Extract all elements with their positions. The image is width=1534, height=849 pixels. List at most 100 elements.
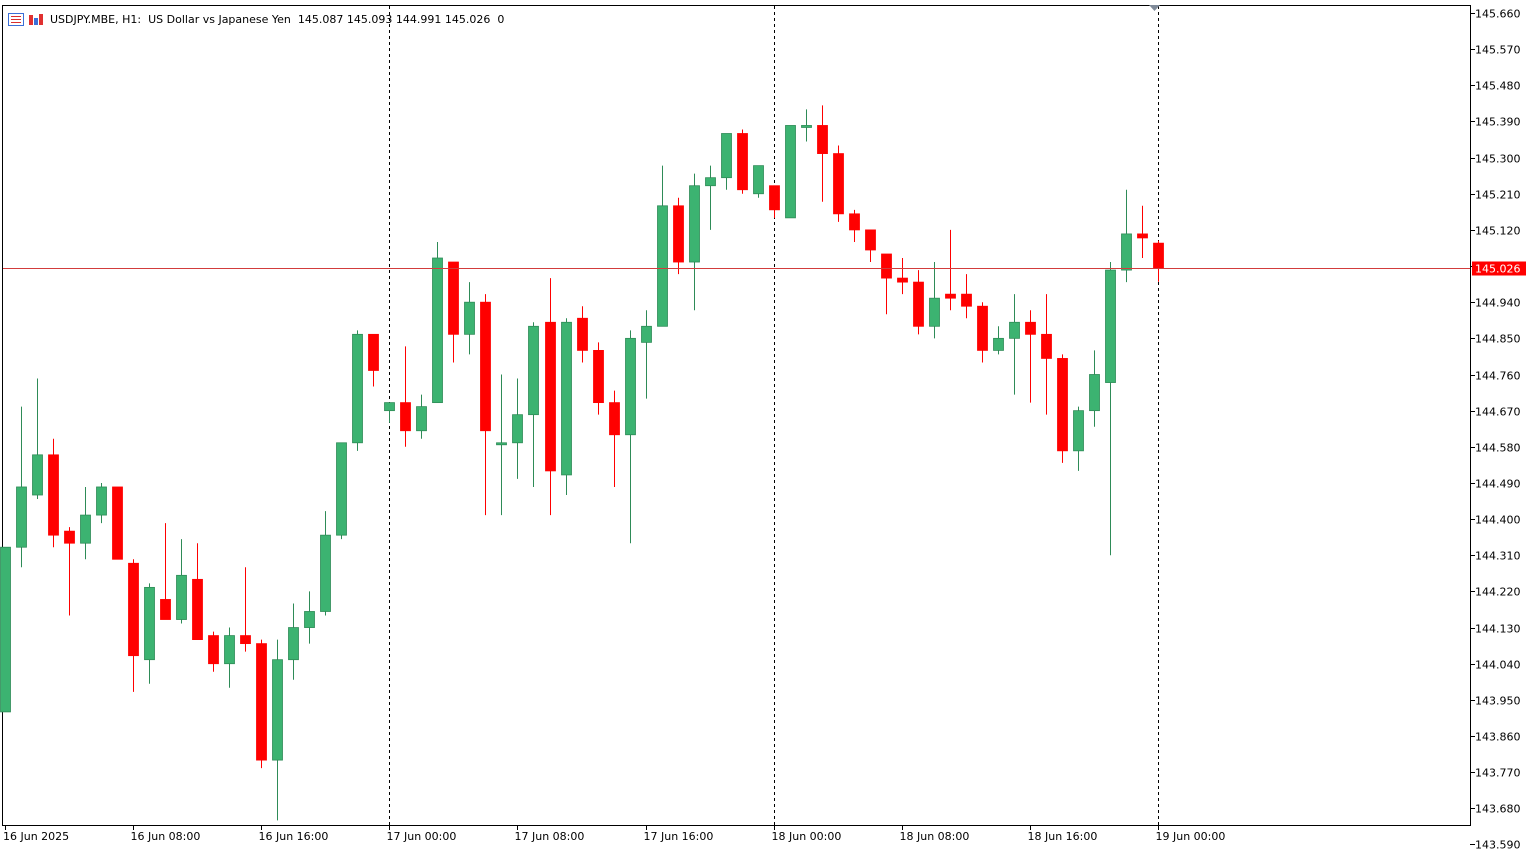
candle [769, 185, 780, 218]
candle-body [192, 578, 203, 640]
price-axis[interactable]: 145.660 145.570 145.480 145.390 145.300 145.2… [1470, 8, 1521, 849]
candle [208, 631, 219, 672]
candle [1121, 189, 1132, 283]
time-tick-label: 17 Jun 00:00 [387, 830, 457, 843]
candle [801, 109, 812, 142]
price-tick-label: 144.760 [1475, 370, 1521, 383]
candle-body [737, 133, 748, 191]
candle [160, 523, 171, 620]
price-tick-label: 145.210 [1475, 189, 1521, 202]
candle-body [64, 530, 75, 544]
candle-body [577, 317, 588, 351]
candle [272, 639, 283, 821]
symbol-description: US Dollar vs Japanese Yen [148, 12, 291, 26]
volume-value: 0 [497, 12, 505, 26]
candle-body [1073, 410, 1084, 452]
candle-body [32, 454, 43, 496]
candle-body [865, 229, 876, 251]
candle-body [1041, 333, 1052, 359]
candle-body [0, 546, 11, 713]
candle [881, 253, 892, 315]
price-tick-label: 144.400 [1475, 514, 1521, 527]
price-tick-label: 145.120 [1475, 225, 1521, 238]
candle [849, 209, 860, 242]
candle [368, 333, 379, 387]
candle [913, 270, 924, 335]
price-tick-label: 145.480 [1475, 80, 1521, 93]
price-tick-label: 145.660 [1475, 8, 1521, 21]
candle-body [673, 205, 684, 263]
candle-body [561, 321, 572, 476]
candle-body [1137, 233, 1148, 239]
candle [48, 438, 59, 548]
candle [657, 165, 668, 327]
candle-body [609, 402, 620, 436]
candle [737, 129, 748, 194]
time-tick-label: 16 Jun 2025 [3, 830, 69, 843]
candle [336, 442, 347, 540]
candle-body [801, 125, 812, 128]
candle [240, 567, 251, 652]
candle-body [480, 301, 491, 432]
chart-header: USDJPY.MBE, H1: US Dollar vs Japanese Ye… [8, 11, 504, 27]
price-tick-label: 144.580 [1475, 442, 1521, 455]
price-tick-label: 143.770 [1475, 767, 1521, 780]
candle [480, 294, 491, 516]
candle-body [705, 177, 716, 187]
candle-body [240, 635, 251, 645]
candle [993, 326, 1004, 355]
candle-body [384, 402, 395, 412]
candle-body [144, 586, 155, 661]
candle [1105, 262, 1116, 556]
candle [112, 486, 123, 560]
candles [0, 105, 1164, 821]
timeframe-label: H1: [122, 12, 142, 26]
candle-body [288, 627, 299, 661]
candle [1137, 205, 1148, 259]
time-tick-label: 17 Jun 16:00 [644, 830, 714, 843]
candle [176, 539, 187, 624]
candle [561, 318, 572, 495]
candle-body [256, 643, 267, 761]
time-tick-label: 16 Jun 16:00 [259, 830, 329, 843]
candle-body [496, 442, 507, 446]
candle [64, 527, 75, 616]
candle-body [961, 293, 972, 307]
candle [32, 378, 43, 500]
candle-body [336, 442, 347, 536]
candle-body [512, 414, 523, 444]
candle [464, 282, 475, 355]
candle-body [112, 486, 123, 560]
price-tick-label: 144.940 [1475, 297, 1521, 310]
candle [352, 330, 363, 451]
price-tick-label: 143.680 [1475, 803, 1521, 816]
candle-body [849, 213, 860, 231]
candle-body [1089, 374, 1100, 412]
candle [1153, 240, 1164, 282]
candle-body [785, 125, 796, 219]
list-icon[interactable] [8, 12, 24, 26]
candle-body [80, 514, 91, 544]
candle [1025, 310, 1036, 403]
current-price-label: 145.026 [1475, 263, 1521, 276]
symbol-label: USDJPY.MBE [50, 12, 116, 26]
candle [1089, 350, 1100, 427]
candle [304, 591, 315, 644]
candle [753, 165, 764, 198]
triangle-marker-icon [1149, 5, 1160, 11]
time-tick-label: 19 Jun 00:00 [1156, 830, 1226, 843]
candle-body [16, 486, 27, 548]
candle [416, 394, 427, 439]
bars-icon[interactable] [28, 13, 44, 26]
time-axis[interactable]: 16 Jun 2025 16 Jun 08:00 16 Jun 16:00 17 Ju… [3, 825, 1225, 843]
candle [961, 274, 972, 319]
candle-body [993, 337, 1004, 351]
candle-body [817, 125, 828, 154]
candle [528, 322, 539, 487]
candle-body [977, 305, 988, 351]
candle [400, 346, 411, 447]
candle-body [1057, 358, 1068, 452]
candle-body [929, 297, 940, 327]
candle [432, 241, 443, 404]
